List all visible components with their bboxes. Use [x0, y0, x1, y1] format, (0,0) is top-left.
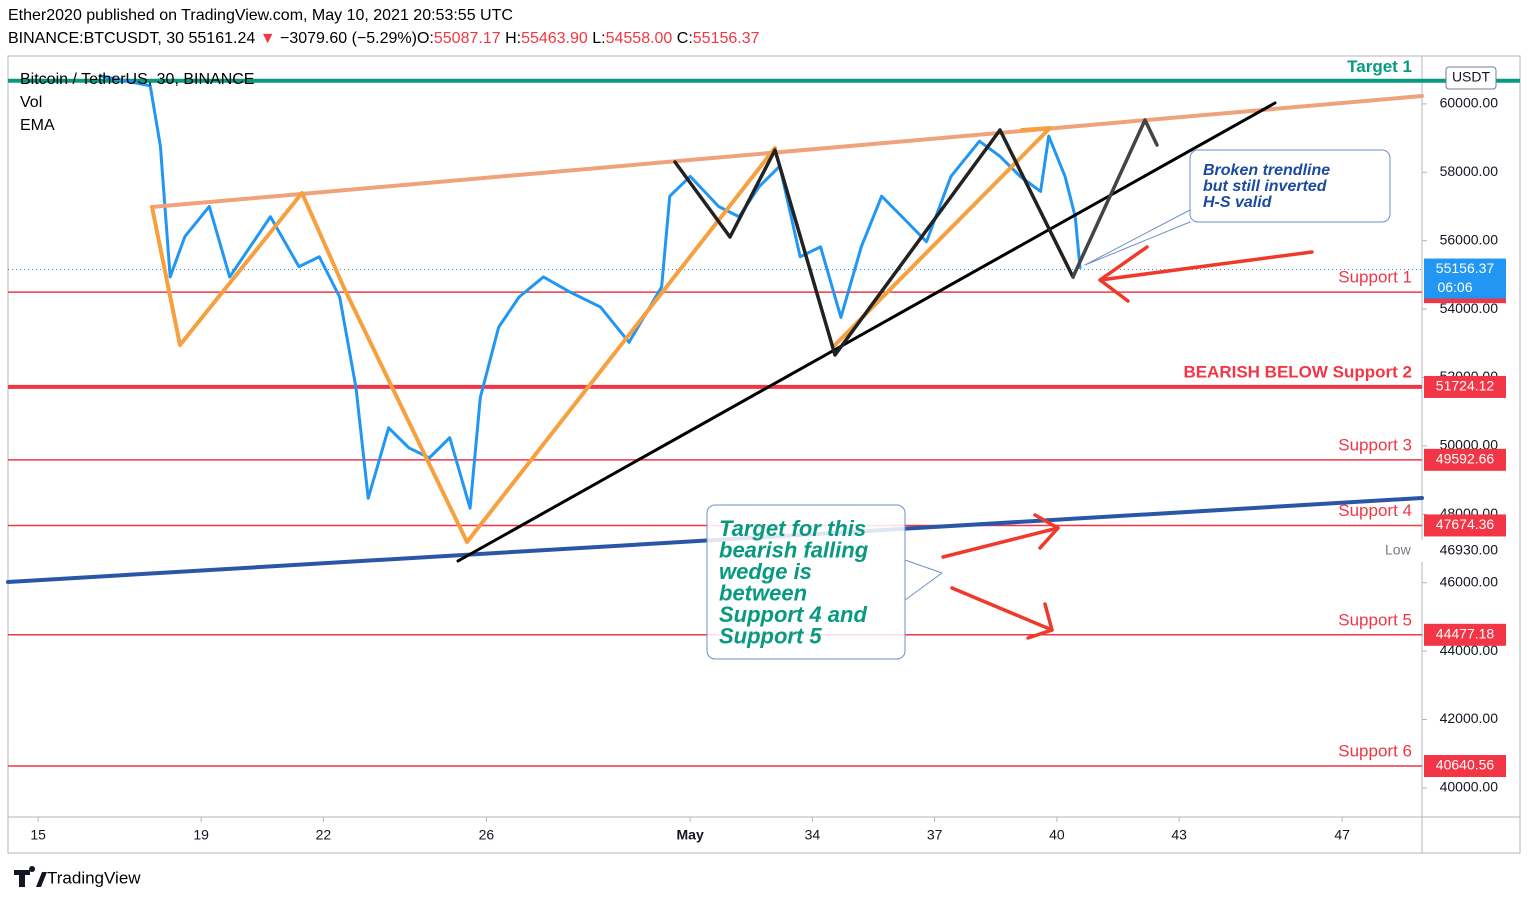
wedge-top [150, 94, 1424, 209]
l-label: L: [592, 30, 605, 47]
legend-vol: Vol [20, 94, 42, 111]
price-tag [1424, 623, 1506, 646]
y-tick-label: 44000.00 [1440, 642, 1499, 658]
c-value: 55156.37 [693, 30, 760, 47]
level-label: Support 4 [1338, 501, 1412, 520]
x-tick-label: 19 [193, 827, 209, 843]
arrow [1098, 250, 1314, 282]
plot [8, 74, 1520, 767]
x-tick-label: 26 [479, 827, 495, 843]
x-tick-label: 40 [1049, 827, 1065, 843]
arrow-head [1033, 513, 1060, 550]
x-tick-label: 15 [30, 827, 46, 843]
y-tick-label: 60000.00 [1440, 95, 1499, 111]
arrows [941, 245, 1314, 640]
level-label: Support 3 [1338, 435, 1412, 454]
y-tick-label: 50000.00 [1440, 437, 1499, 453]
hs-projection [1071, 118, 1159, 279]
legend-title: Bitcoin / TetherUS, 30, BINANCE [20, 71, 254, 88]
level-label: BEARISH BELOW Support 2 [1183, 362, 1412, 381]
arrow-head [1098, 245, 1149, 303]
price-tag-label: 49592.66 [1436, 451, 1495, 467]
symbol-line: BINANCE:BTCUSDT, 30 55161.24 ▼ −3079.60 … [8, 30, 760, 47]
note-text: Broken trendline [1203, 162, 1330, 179]
orange-zigzag [150, 146, 777, 544]
price-tag-label: 40640.56 [1436, 757, 1495, 773]
x-tick-label: 37 [927, 827, 943, 843]
note-text: but still inverted [1203, 178, 1328, 195]
last: 55161.24 [189, 30, 256, 47]
price-tag [1424, 514, 1506, 537]
hs-pattern [673, 128, 1075, 357]
note-text: wedge is [719, 559, 812, 584]
x-tick-label: May [677, 827, 704, 843]
note-text: Support 4 and [719, 602, 867, 627]
current-timer: 06:06 [1437, 279, 1472, 295]
frame [7, 55, 1521, 854]
price-tag [1424, 448, 1506, 471]
x-tick-label: 47 [1334, 827, 1350, 843]
y-tick-label: 46000.00 [1440, 573, 1499, 589]
legend-ema: EMA [20, 117, 55, 134]
orange-rise [833, 126, 1052, 347]
level-label: Support 1 [1338, 268, 1412, 287]
price-line [98, 74, 1082, 510]
low-value: 46930.00 [1440, 542, 1499, 558]
low-tag [1378, 539, 1506, 562]
arrow-head [1026, 602, 1054, 640]
y-tick-label: 54000.00 [1440, 300, 1499, 316]
note-text: H-S valid [1203, 194, 1273, 211]
x-tick-label: 34 [805, 827, 821, 843]
note-text: between [719, 580, 807, 605]
price-tag-label: 44477.18 [1436, 626, 1495, 642]
x-tick-label: 22 [316, 827, 332, 843]
l-value: 54558.00 [606, 30, 673, 47]
currency-box [1445, 66, 1497, 90]
c-label: C: [677, 30, 693, 47]
logo [14, 866, 47, 887]
arrow [941, 526, 1060, 559]
price-tag [1424, 755, 1506, 778]
note-text: Target for this [719, 516, 866, 541]
y-tick-label: 42000.00 [1440, 710, 1499, 726]
y-tick-label: 56000.00 [1440, 231, 1499, 247]
o-label: O: [417, 30, 434, 47]
black-trendline [456, 101, 1277, 563]
h-label: H: [505, 30, 521, 47]
low-name: Low [1385, 542, 1412, 558]
y-tick-label: 40000.00 [1440, 779, 1499, 795]
o-value: 55087.17 [434, 30, 501, 47]
price-tag [1424, 375, 1506, 398]
symbol: BINANCE:BTCUSDT, 30 [8, 30, 184, 47]
y-tick-label: 58000.00 [1440, 163, 1499, 179]
arrow [950, 586, 1054, 632]
h-value: 55463.90 [521, 30, 588, 47]
note-pointer [904, 559, 943, 601]
level-label: Support 6 [1338, 742, 1412, 761]
note-box [1189, 149, 1391, 223]
drawings [6, 94, 1424, 660]
price-tag-label: 51724.12 [1436, 378, 1495, 394]
published: Ether2020 published on TradingView.com, … [8, 7, 513, 24]
note-text: bearish falling [719, 537, 869, 562]
x-tick-label: 43 [1171, 827, 1187, 843]
current-tag [1424, 258, 1506, 299]
change: −3079.60 (−5.29%) [280, 30, 417, 47]
price-tag-label: 47674.36 [1436, 516, 1495, 532]
note-box [706, 504, 906, 660]
note-text: Support 5 [719, 623, 822, 648]
target-label: Target 1 [1347, 57, 1412, 76]
brand: TradingView [47, 868, 141, 887]
currency: USDT [1452, 69, 1491, 85]
level-label: Support 5 [1338, 610, 1412, 629]
current-tag-label: 55156.37 [1436, 260, 1495, 276]
note-pointer [1084, 209, 1191, 266]
arrow: ▼ [260, 30, 276, 47]
